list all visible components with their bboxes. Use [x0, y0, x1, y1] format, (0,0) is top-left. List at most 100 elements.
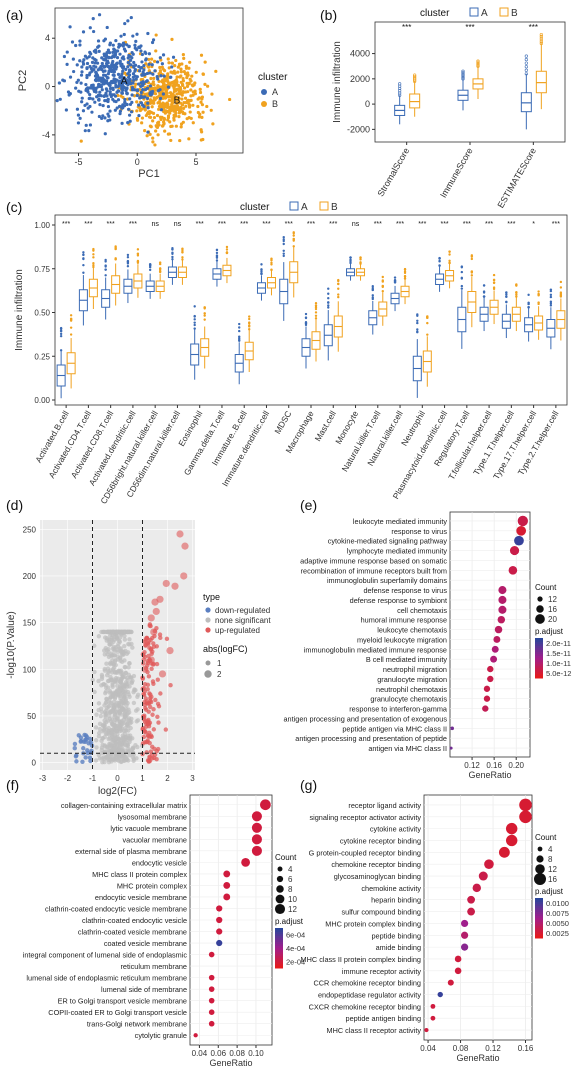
volcano-point-up [151, 598, 159, 606]
pca-point [119, 34, 123, 38]
pca-point [105, 25, 109, 30]
go-term-label: B cell mediated immunity [366, 655, 447, 664]
pca-point [125, 92, 129, 96]
box-outlier [82, 263, 85, 267]
significance-label: *** [107, 221, 115, 228]
volcano-point-ns [122, 731, 128, 736]
pca-point [174, 58, 178, 63]
legend-key [534, 873, 546, 885]
pca-point [128, 58, 133, 62]
pca-point [116, 98, 121, 102]
box-outlier [292, 237, 295, 241]
legend-title: abs(logFC) [203, 644, 248, 654]
volcano-point-up [154, 749, 160, 754]
volcano-point-ns [122, 643, 127, 649]
go-term-label: lumenal side of membrane [101, 985, 187, 994]
pca-point [101, 103, 105, 108]
color-bar-segment [535, 676, 543, 679]
volcano-point-ns [129, 716, 134, 722]
pca-point [189, 98, 193, 102]
pca-point [64, 108, 68, 112]
enrichment-dot [516, 525, 527, 536]
y-tick-label: 200 [23, 572, 37, 581]
volcano-point-ns [129, 719, 134, 725]
pca-point [120, 105, 125, 109]
color-bar-segment [535, 670, 543, 673]
y-axis-label: Immune infiltration [14, 269, 25, 351]
pca-point [152, 101, 156, 105]
volcano-point-ns [118, 737, 124, 742]
box-outlier [505, 300, 508, 303]
box-outlier [193, 318, 196, 321]
pca-point [154, 33, 158, 37]
box-outlier [126, 264, 130, 268]
pca-point [110, 64, 114, 69]
pca-point [134, 77, 138, 81]
legend-key [469, 7, 479, 17]
enrichment-dot [467, 895, 475, 904]
volcano-point-up [146, 733, 151, 739]
box-outlier [476, 61, 480, 65]
box-outlier [69, 333, 73, 336]
legend-title: Count [275, 853, 297, 862]
go-term-label: lumenal side of endoplasmic reticulum me… [26, 974, 187, 983]
box-outlier [181, 247, 184, 250]
box-outlier [537, 290, 540, 293]
box-outlier [304, 312, 308, 316]
volcano-point-ns [100, 759, 105, 765]
box-outlier [448, 261, 451, 265]
pca-point [133, 69, 137, 73]
pca-point [70, 40, 75, 44]
box-outlier [426, 316, 429, 320]
go-term-label: clathrin-coated vesicle membrane [78, 928, 187, 937]
go-cc-dotplot-chart: collagen-containing extracellular matrix… [23, 794, 305, 1068]
volcano-point-ns [113, 658, 118, 663]
pca-point [150, 63, 154, 67]
color-bar-segment [535, 638, 543, 641]
pca-point [196, 104, 200, 109]
pca-point [140, 116, 145, 120]
pca-point [113, 108, 117, 112]
volcano-point-ns [99, 629, 104, 635]
volcano-point-up [144, 739, 149, 745]
go-term-label: clathrin-coated endocytic vesicle membra… [45, 904, 187, 913]
box-outlier [393, 279, 397, 283]
volcano-point-ns [123, 696, 128, 701]
pca-point [125, 43, 129, 47]
enrichment-dot [519, 810, 532, 824]
pca-point [170, 99, 174, 103]
volcano-point-ns [120, 751, 126, 756]
pca-point [159, 74, 163, 78]
pca-point [199, 128, 203, 132]
volcano-point-ns [123, 665, 128, 670]
go-term-label: coated vesicle membrane [104, 939, 187, 948]
volcano-point-ns [122, 637, 128, 642]
box-outlier [416, 321, 419, 325]
color-bar-segment [275, 966, 283, 969]
pca-point [104, 57, 108, 61]
pca-point [163, 96, 167, 100]
pca-point [144, 57, 148, 61]
volcano-point-ns [104, 685, 109, 691]
significance-label: *** [84, 221, 92, 228]
pca-point [148, 71, 152, 75]
pca-point [143, 50, 147, 54]
significance-label: *** [129, 221, 137, 228]
box-outlier [59, 327, 63, 331]
pca-point [122, 32, 126, 37]
pca-point [137, 65, 141, 69]
box-outlier [314, 304, 318, 307]
go-term-label: adaptive immune response based on somati… [300, 556, 447, 565]
box-outlier [398, 93, 402, 97]
volcano-point-up [150, 712, 155, 717]
volcano-point-ns [102, 703, 107, 708]
significance-label: *** [529, 23, 538, 32]
pca-point [175, 104, 180, 108]
volcano-point-up [166, 646, 174, 655]
box-outlier [403, 274, 407, 278]
pca-point [120, 72, 124, 76]
pca-point [175, 75, 179, 79]
pca-point [190, 74, 194, 78]
go-term-label: lytic vacuole membrane [110, 824, 187, 833]
pca-point [65, 50, 69, 54]
